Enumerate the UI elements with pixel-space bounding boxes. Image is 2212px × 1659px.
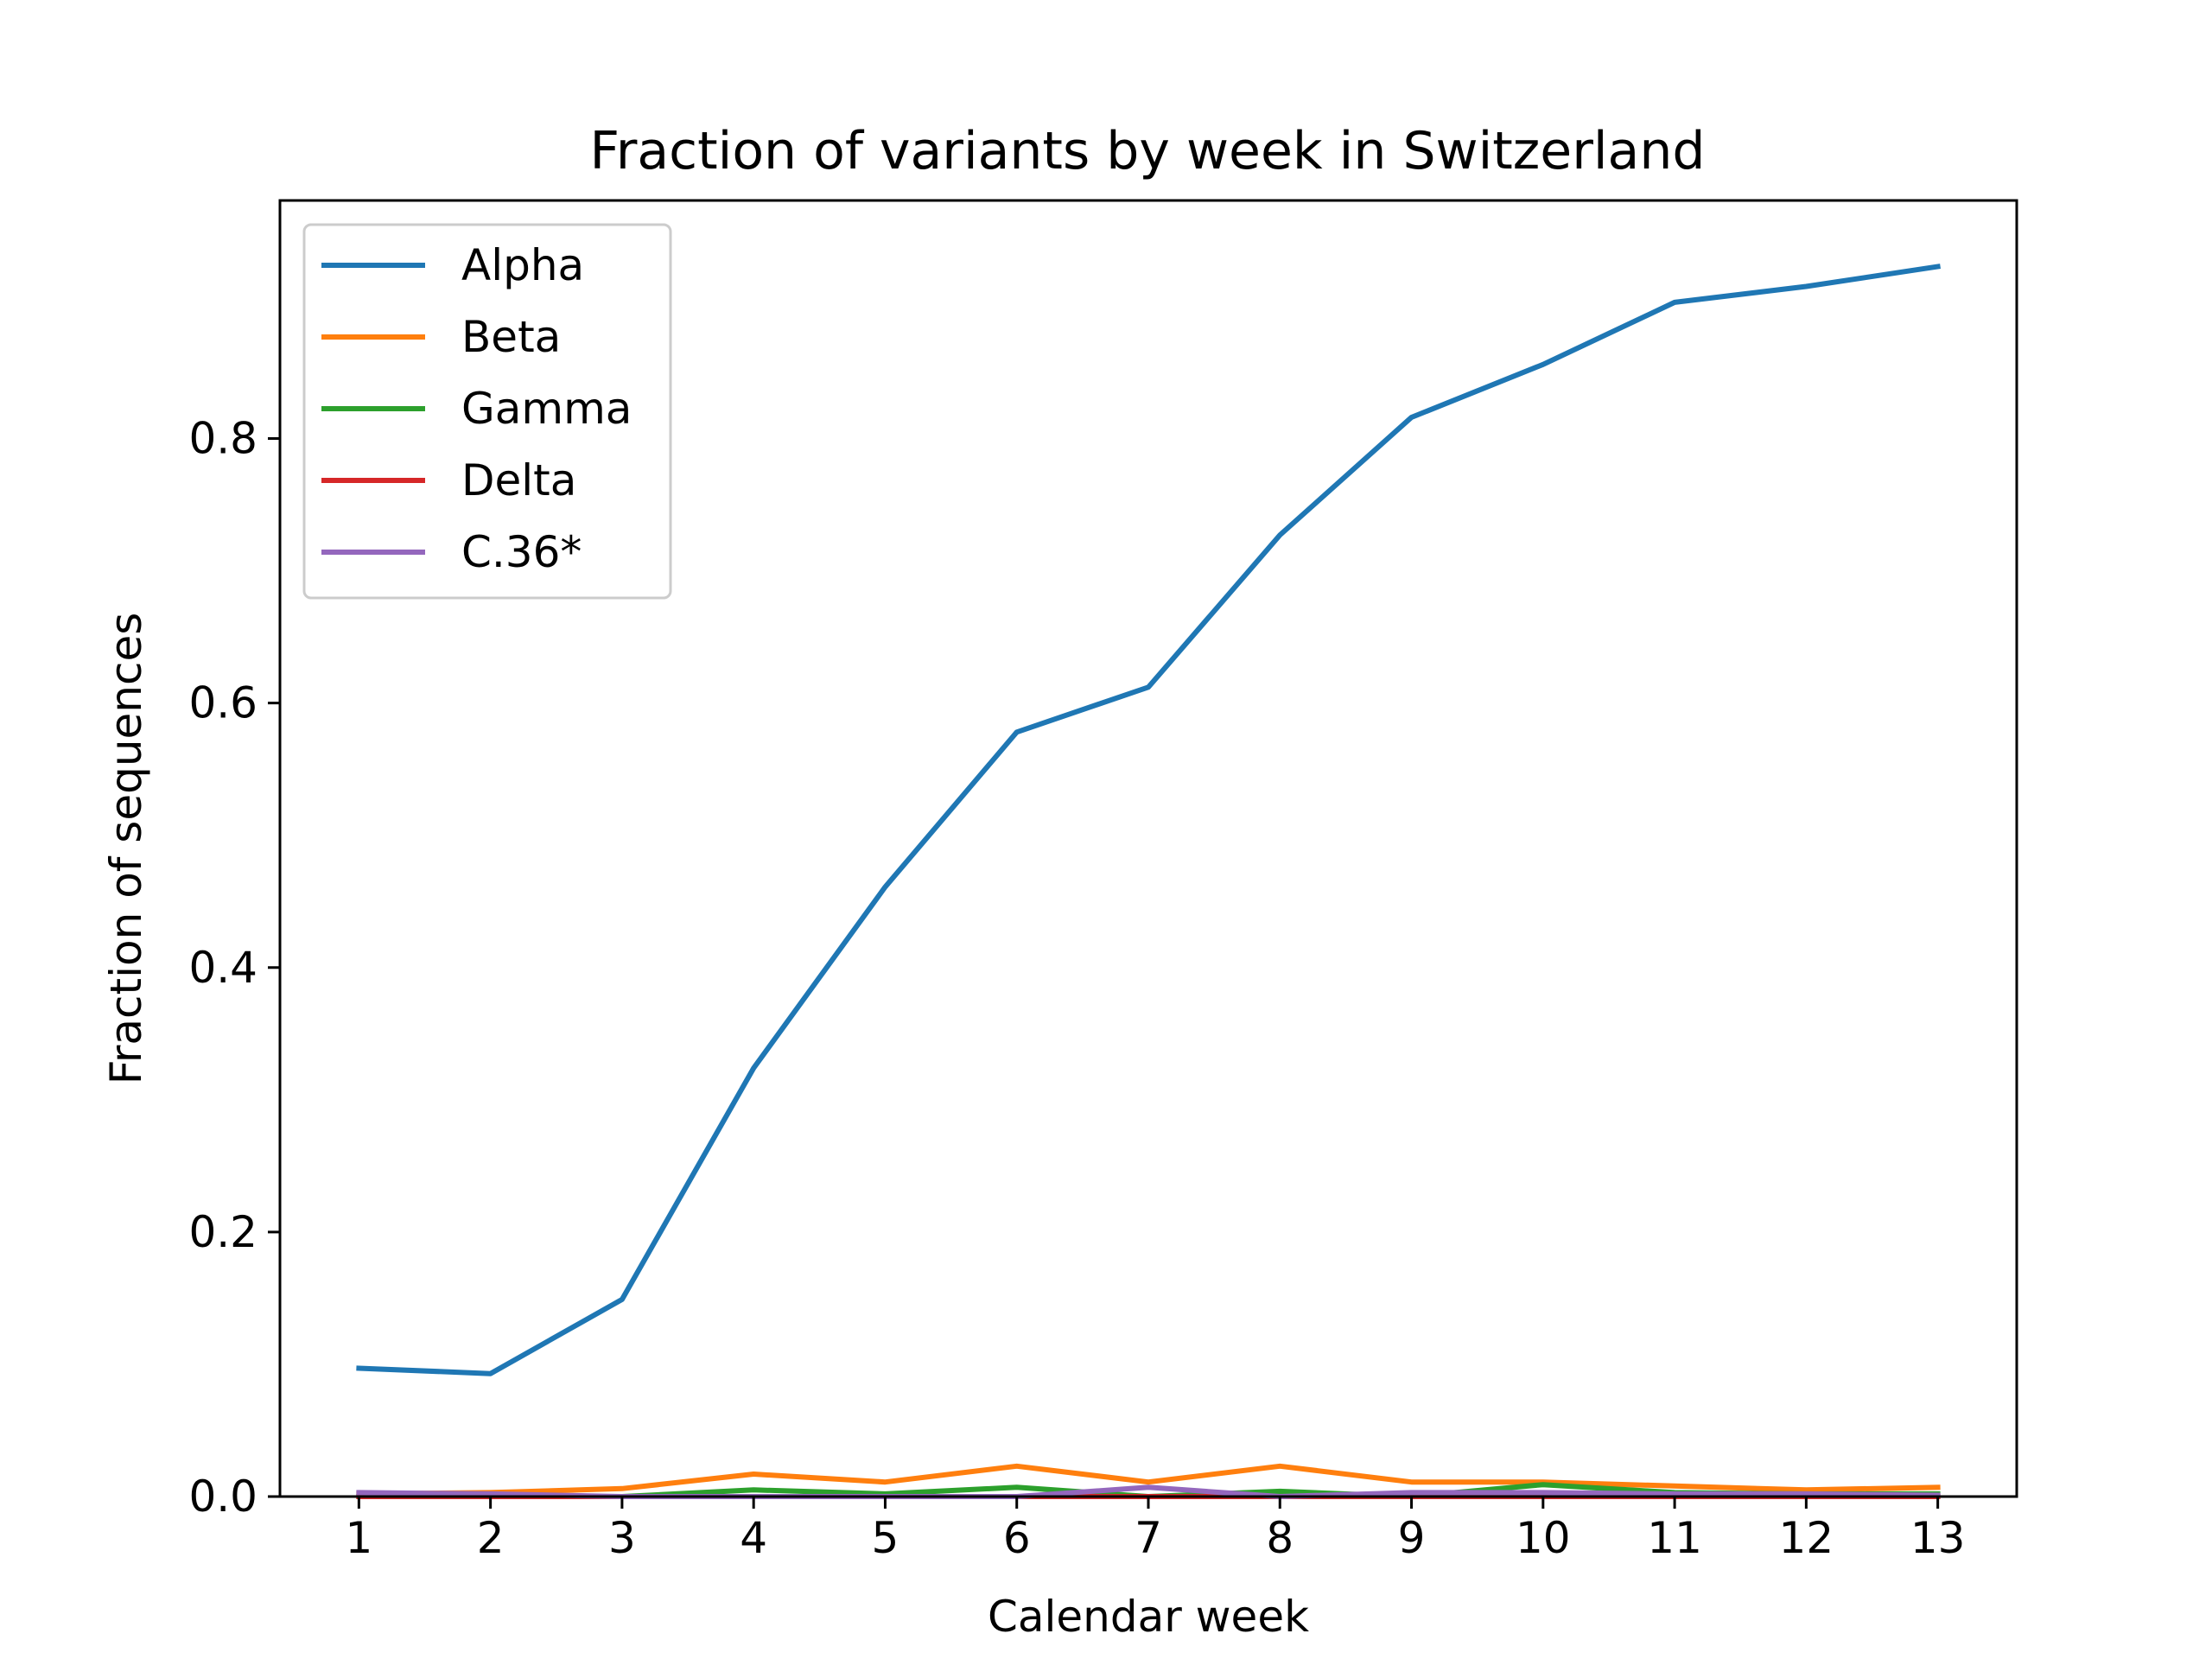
x-tick-label: 13 bbox=[1910, 1513, 1966, 1563]
series-line-1 bbox=[356, 264, 1942, 1376]
x-axis-ticks: 1 2 3 4 5 6 7 8 9 10 11 12 13 bbox=[345, 1497, 1965, 1563]
x-tick-label: 3 bbox=[608, 1513, 636, 1563]
x-tick-label: 7 bbox=[1135, 1513, 1162, 1563]
y-tick-label: 0.4 bbox=[188, 943, 257, 993]
y-axis-ticks: 0.0 0.2 0.4 0.6 0.8 bbox=[188, 414, 280, 1522]
x-tick-label: 9 bbox=[1398, 1513, 1426, 1563]
chart-legend: Alpha Beta Gamma Delta C.36* bbox=[302, 223, 672, 600]
x-tick-label: 12 bbox=[1779, 1513, 1834, 1563]
series-line-2 bbox=[356, 1463, 1941, 1497]
x-tick-label: 2 bbox=[477, 1513, 505, 1563]
y-tick-label: 0.2 bbox=[188, 1207, 257, 1257]
x-tick-label: 11 bbox=[1647, 1513, 1702, 1563]
legend-box bbox=[302, 223, 672, 600]
legend-label: C.36* bbox=[461, 527, 582, 577]
chart-title: Fraction of variants by week in Switzerl… bbox=[590, 121, 1706, 181]
x-axis-label: Calendar week bbox=[988, 1592, 1309, 1642]
legend-label: Delta bbox=[461, 455, 576, 505]
x-tick-label: 10 bbox=[1516, 1513, 1571, 1563]
legend-label: Beta bbox=[461, 312, 561, 362]
y-axis-label: Fraction of sequences bbox=[101, 613, 151, 1085]
y-tick-label: 0.0 bbox=[188, 1471, 257, 1522]
legend-label: Gamma bbox=[461, 384, 632, 434]
legend-label: Alpha bbox=[461, 240, 584, 290]
y-tick-label: 0.8 bbox=[188, 414, 257, 464]
x-tick-label: 6 bbox=[1003, 1513, 1031, 1563]
x-tick-label: 5 bbox=[872, 1513, 899, 1563]
y-tick-label: 0.6 bbox=[188, 678, 257, 728]
x-tick-label: 8 bbox=[1266, 1513, 1294, 1563]
x-tick-label: 1 bbox=[345, 1513, 372, 1563]
x-tick-label: 4 bbox=[740, 1513, 767, 1563]
